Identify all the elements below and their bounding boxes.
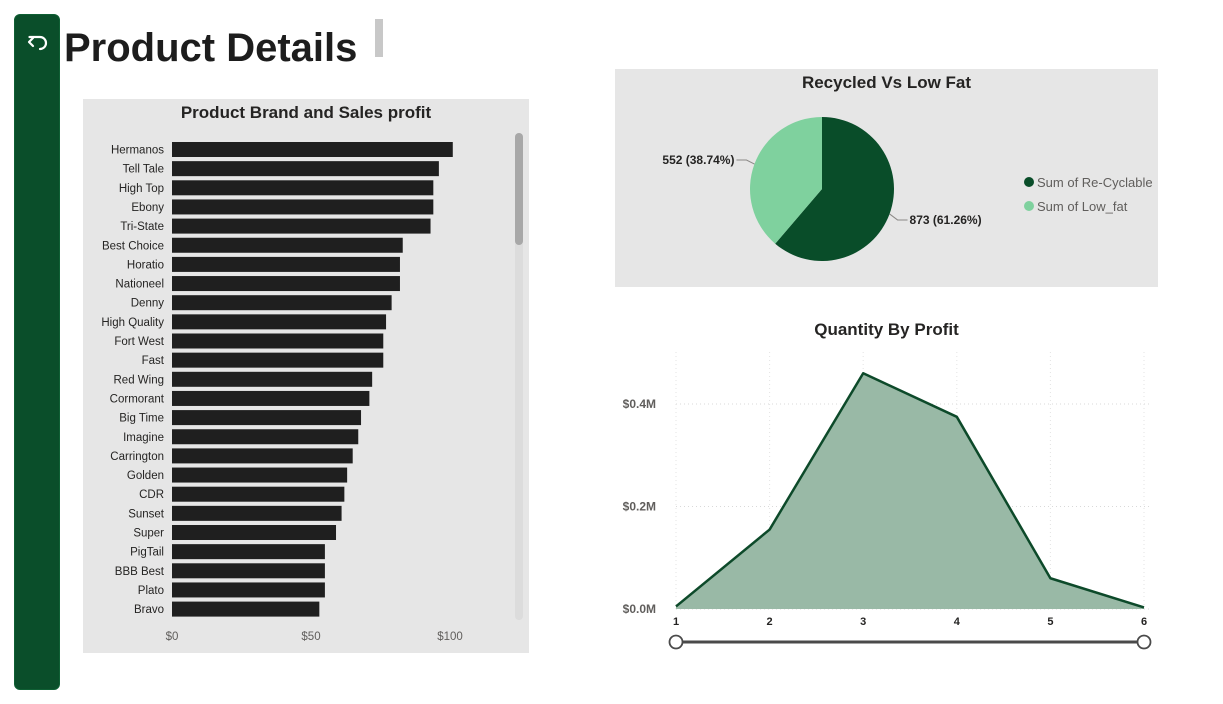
y-tick-label: $0.0M <box>623 602 656 616</box>
area-point[interactable] <box>954 414 960 420</box>
bar-label: Plato <box>138 585 164 597</box>
area-point[interactable] <box>860 370 866 376</box>
bar-label: Big Time <box>119 413 164 425</box>
bar-label: Red Wing <box>114 374 165 386</box>
range-slider-start-handle[interactable] <box>668 634 684 650</box>
bar-nationeel[interactable] <box>172 276 400 292</box>
legend-item-lowfat[interactable]: Sum of Low_fat <box>1024 194 1153 218</box>
bar-label: Hermanos <box>111 145 164 157</box>
bar-cormorant[interactable] <box>172 390 370 406</box>
legend-label-lowfat: Sum of Low_fat <box>1037 198 1128 214</box>
legend-item-recyclable[interactable]: Sum of Re-Cyclable <box>1024 170 1153 194</box>
pie-data-label: 873 (61.26%) <box>910 213 982 227</box>
bar-label: Tell Tale <box>123 164 164 176</box>
bar-label: Imagine <box>123 432 164 444</box>
bar-label: Cormorant <box>110 393 165 405</box>
bar-imagine[interactable] <box>172 429 359 445</box>
bar-label: Fort West <box>114 336 164 348</box>
x-tick-label: $100 <box>437 631 463 643</box>
legend-dot-lowfat <box>1024 201 1034 211</box>
bar-horatio[interactable] <box>172 256 400 272</box>
quantity-profit-area-chart: $0.0M $0.2M $0.4M 1 2 3 4 5 6 <box>623 352 1152 650</box>
bar-label: Super <box>133 528 164 540</box>
bar-sunset[interactable] <box>172 505 342 521</box>
pie-slice-1[interactable] <box>750 117 822 244</box>
bar-big-time[interactable] <box>172 410 362 426</box>
bar-red-wing[interactable] <box>172 371 373 387</box>
bar-hermanos[interactable] <box>172 142 453 157</box>
bar-denny[interactable] <box>172 295 392 311</box>
x-tick-label: 6 <box>1141 616 1147 628</box>
bar-chart-title: Product Brand and Sales profit <box>180 103 432 122</box>
y-tick-label: $0.2M <box>623 500 656 514</box>
area-point[interactable] <box>673 603 679 609</box>
bar-label: Horatio <box>127 259 164 271</box>
area-point[interactable] <box>767 527 773 533</box>
pie-slice-0[interactable] <box>775 117 894 261</box>
x-tick-label: 4 <box>954 616 961 628</box>
legend-dot-recyclable <box>1024 177 1034 187</box>
bar-label: Bravo <box>134 604 164 616</box>
area-point[interactable] <box>1141 604 1147 610</box>
bar-label: Nationeel <box>115 279 164 291</box>
bar-best-choice[interactable] <box>172 237 403 253</box>
bar-label: High Quality <box>101 317 164 329</box>
bar-label: Sunset <box>128 508 165 520</box>
pie-leader-line <box>889 213 908 221</box>
bar-label: Denny <box>131 298 164 310</box>
x-tick-label: $0 <box>166 631 179 643</box>
pie-data-label: 552 (38.74%) <box>662 153 734 167</box>
pie-chart-title: Recycled Vs Low Fat <box>801 73 972 92</box>
bar-ebony[interactable] <box>172 199 434 215</box>
x-tick-label: $50 <box>301 631 320 643</box>
x-tick-label: 1 <box>673 616 679 628</box>
bar-label: Golden <box>127 470 164 482</box>
sidebar <box>14 14 60 690</box>
bar-label: CDR <box>139 489 164 501</box>
bar-label: PigTail <box>130 547 164 559</box>
bar-fast[interactable] <box>172 352 384 368</box>
bar-high-top[interactable] <box>172 180 434 196</box>
bar-tell-tale[interactable] <box>172 161 439 177</box>
bar-label: Fast <box>142 355 165 367</box>
bar-label: Tri-State <box>120 221 164 233</box>
bar-label: Best Choice <box>102 240 164 252</box>
x-tick-label: 3 <box>860 616 866 628</box>
area-line <box>675 372 1145 609</box>
area-point[interactable] <box>1047 575 1053 581</box>
bar-golden[interactable] <box>172 467 348 483</box>
bar-super[interactable] <box>172 525 337 540</box>
bar-carrington[interactable] <box>172 448 353 464</box>
bar-bbb-best[interactable] <box>172 563 325 579</box>
bar-high-quality[interactable] <box>172 314 387 330</box>
y-tick-label: $0.4M <box>623 397 656 411</box>
bar-chart-scroll-thumb[interactable] <box>515 133 523 245</box>
bar-tri-state[interactable] <box>172 218 431 234</box>
area-fill <box>676 373 1144 609</box>
bar-plato[interactable] <box>172 582 325 598</box>
bar-pigtail[interactable] <box>172 544 325 560</box>
bar-bravo[interactable] <box>172 601 320 617</box>
page-title: Product Details <box>64 26 358 70</box>
title-accent-bar <box>375 19 383 57</box>
bar-chart-scrollbar[interactable] <box>515 133 523 620</box>
area-chart-title: Quantity By Profit <box>814 320 959 339</box>
bar-label: Ebony <box>131 202 164 214</box>
x-tick-label: 2 <box>767 616 773 628</box>
bar-label: High Top <box>119 183 164 195</box>
bar-fort-west[interactable] <box>172 333 384 349</box>
range-slider-end-handle[interactable] <box>1136 634 1152 650</box>
bar-cdr[interactable] <box>172 486 345 502</box>
brand-profit-bar-chart: Hermanos Tell Tale High Top Ebony Tri-State B… <box>101 142 463 643</box>
bar-label: BBB Best <box>115 566 165 578</box>
back-arrow-icon[interactable] <box>25 29 51 55</box>
x-tick-label: 5 <box>1047 616 1053 628</box>
pie-legend: Sum of Re-Cyclable Sum of Low_fat <box>1024 170 1153 218</box>
bar-label: Carrington <box>110 451 164 463</box>
pie-leader-line <box>736 159 755 165</box>
legend-label-recyclable: Sum of Re-Cyclable <box>1037 174 1153 190</box>
recycled-lowfat-pie-chart: 873 (61.26%) 552 (38.74%) <box>662 117 982 261</box>
